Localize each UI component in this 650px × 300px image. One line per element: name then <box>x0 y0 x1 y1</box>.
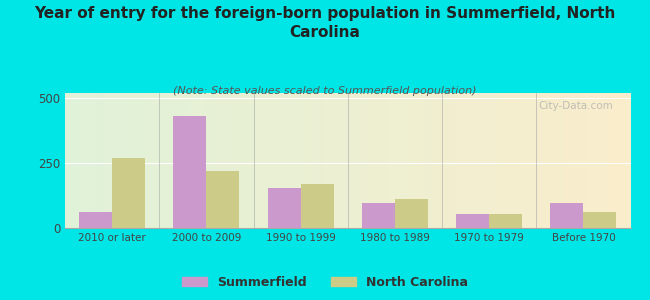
Bar <box>362 203 395 228</box>
Bar <box>395 200 428 228</box>
Bar <box>174 116 207 228</box>
Text: (Note: State values scaled to Summerfield population): (Note: State values scaled to Summerfiel… <box>174 85 476 95</box>
Text: City-Data.com: City-Data.com <box>539 101 614 111</box>
Bar <box>584 212 616 228</box>
Text: Year of entry for the foreign-born population in Summerfield, North
Carolina: Year of entry for the foreign-born popul… <box>34 6 616 40</box>
Bar <box>268 188 300 228</box>
Bar <box>489 214 522 228</box>
Bar <box>551 203 584 228</box>
Bar <box>112 158 145 228</box>
Bar <box>207 171 239 228</box>
Bar <box>300 184 333 228</box>
Legend: Summerfield, North Carolina: Summerfield, North Carolina <box>177 271 473 294</box>
Bar <box>456 214 489 228</box>
Bar <box>79 212 112 228</box>
